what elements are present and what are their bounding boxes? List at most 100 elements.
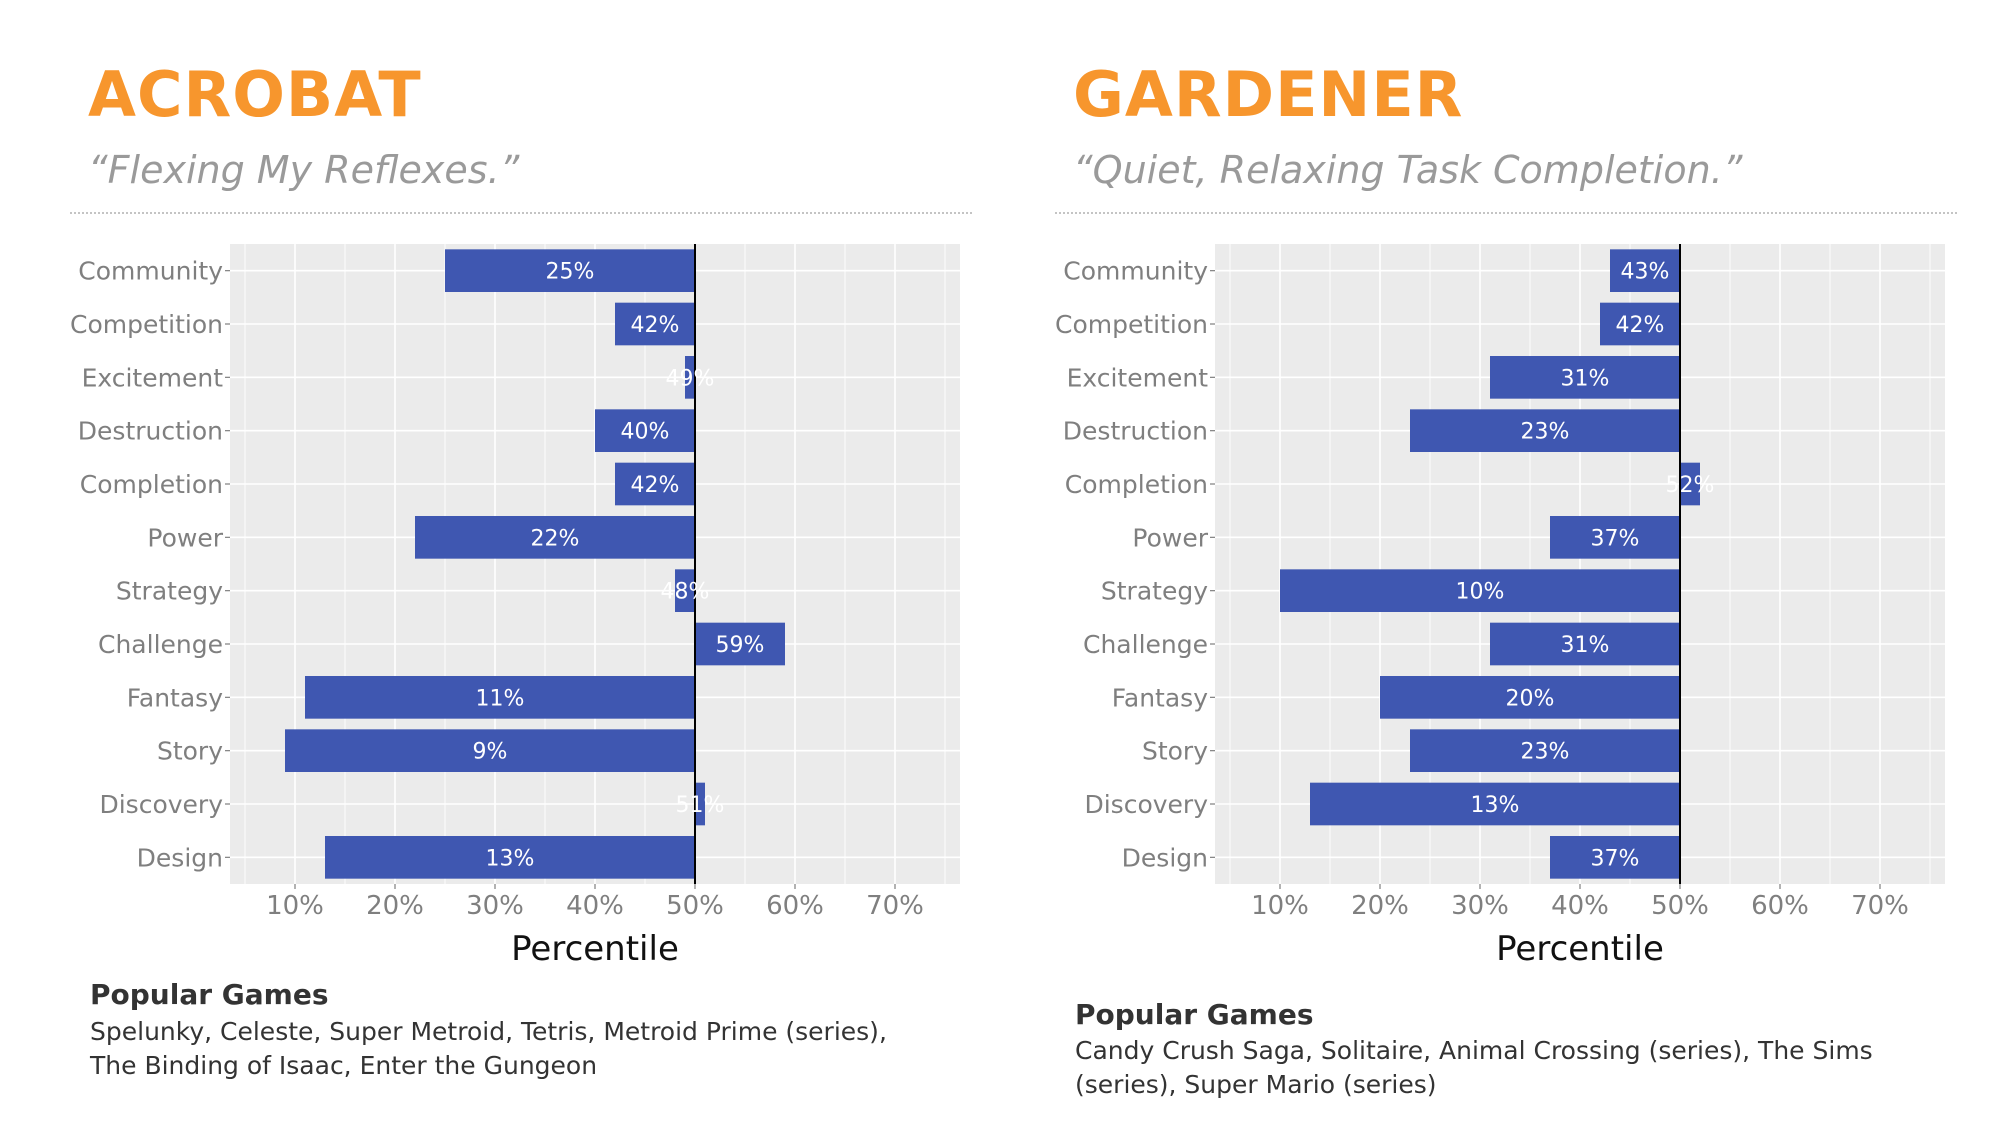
category-label: Design: [137, 843, 223, 872]
games-list: Candy Crush Saga, Solitaire, Animal Cros…: [1075, 1036, 1873, 1099]
x-tick-label: 40%: [1551, 891, 1609, 921]
data-label: 10%: [1456, 580, 1505, 605]
data-label: 40%: [621, 420, 670, 445]
bar-destruction: [595, 409, 695, 452]
data-label: 9%: [473, 740, 508, 765]
data-label: 59%: [716, 633, 765, 658]
category-label: Completion: [80, 470, 223, 499]
data-label: 13%: [1471, 793, 1520, 818]
divider: [1055, 212, 1957, 214]
bar-completion: [1680, 462, 1700, 506]
category-label: Destruction: [78, 417, 223, 446]
bar-power: [1550, 516, 1680, 559]
category-label: Power: [1132, 523, 1208, 552]
category-label: Story: [1142, 737, 1208, 766]
category-label: Community: [78, 257, 223, 286]
category-label: Excitement: [1067, 363, 1209, 392]
category-label: Fantasy: [1112, 683, 1208, 712]
bar-story: [1410, 729, 1680, 772]
data-label: 51%: [676, 793, 725, 818]
data-label: 13%: [486, 846, 535, 871]
x-tick-label: 70%: [1851, 891, 1909, 921]
bar-challenge: [1490, 622, 1680, 666]
category-label: Story: [157, 737, 223, 766]
bar-discovery: [695, 782, 705, 826]
bar-story: [285, 729, 695, 772]
category-label: Challenge: [1083, 630, 1208, 659]
bar-challenge: [695, 622, 785, 666]
panel-tagline: “Flexing My Reflexes.”: [88, 148, 520, 192]
bar-power: [415, 516, 695, 559]
bar-community: [445, 249, 695, 292]
bar-fantasy: [305, 676, 695, 719]
data-label: 52%: [1666, 473, 1715, 498]
data-label: 20%: [1506, 686, 1555, 711]
bar-fantasy: [1380, 676, 1680, 719]
category-label: Fantasy: [127, 683, 223, 712]
category-label: Strategy: [1101, 577, 1208, 606]
x-tick-label: 10%: [1251, 891, 1309, 921]
data-label: 42%: [1616, 313, 1665, 338]
gardener-panel: GARDENER “Quiet, Relaxing Task Completio…: [1055, 0, 2000, 1125]
category-label: Destruction: [1063, 417, 1208, 446]
bar-community: [1610, 249, 1680, 292]
games-heading: Popular Games: [1075, 998, 1314, 1031]
data-label: 37%: [1591, 846, 1640, 871]
data-label: 43%: [1621, 260, 1670, 285]
x-tick-label: 10%: [266, 891, 324, 921]
category-label: Discovery: [1084, 790, 1208, 819]
panel-title: GARDENER: [1073, 58, 1464, 131]
x-tick-label: 20%: [1351, 891, 1409, 921]
panel-tagline: “Quiet, Relaxing Task Completion.”: [1073, 148, 1743, 192]
x-axis-title: Percentile: [1496, 929, 1664, 969]
games-heading: Popular Games: [90, 978, 329, 1011]
category-label: Completion: [1065, 470, 1208, 499]
bar-strategy: [1280, 569, 1680, 612]
x-tick-label: 50%: [1651, 891, 1709, 921]
bar-destruction: [1410, 409, 1680, 452]
data-label: 42%: [631, 473, 680, 498]
x-tick-label: 40%: [566, 891, 624, 921]
games-list: Spelunky, Celeste, Super Metroid, Tetris…: [90, 1017, 887, 1080]
data-label: 23%: [1521, 420, 1570, 445]
bar-competition: [615, 302, 695, 346]
bar-design: [1550, 836, 1680, 879]
x-axis-title: Percentile: [511, 929, 679, 969]
acrobat-chart: 25% 42% 49% 40% 42% 22% 48% 59% 11% 9% 51% 13% Commu…: [70, 244, 960, 969]
data-label: 23%: [1521, 740, 1570, 765]
x-tick-label: 20%: [366, 891, 424, 921]
x-tick-label: 60%: [766, 891, 824, 921]
bar-excitement: [1490, 356, 1680, 399]
data-label: 22%: [531, 526, 580, 551]
category-label: Strategy: [116, 577, 223, 606]
x-tick-label: 50%: [666, 891, 724, 921]
panel-title: ACROBAT: [88, 58, 422, 131]
data-label: 31%: [1561, 633, 1610, 658]
x-tick-label: 60%: [1751, 891, 1809, 921]
x-tick-label: 30%: [1451, 891, 1509, 921]
category-label: Competition: [70, 310, 223, 339]
data-label: 49%: [666, 366, 715, 391]
category-label: Power: [147, 523, 223, 552]
bar-design: [325, 836, 695, 879]
data-label: 48%: [661, 580, 710, 605]
data-label: 25%: [546, 260, 595, 285]
category-label: Excitement: [82, 363, 224, 392]
category-label: Discovery: [99, 790, 223, 819]
data-label: 11%: [476, 686, 525, 711]
category-label: Design: [1122, 843, 1208, 872]
bar-completion: [615, 462, 695, 506]
acrobat-panel: ACROBAT “Flexing My Reflexes.” 25% 42% 49%…: [70, 0, 1030, 1125]
data-label: 31%: [1561, 366, 1610, 391]
data-label: 37%: [1591, 526, 1640, 551]
x-tick-label: 70%: [866, 891, 924, 921]
category-label: Challenge: [98, 630, 223, 659]
bar-discovery: [1310, 782, 1680, 826]
category-label: Competition: [1055, 310, 1208, 339]
category-label: Community: [1063, 257, 1208, 286]
bar-excitement: [685, 356, 695, 399]
bar-strategy: [675, 569, 695, 612]
x-tick-label: 30%: [466, 891, 524, 921]
bar-competition: [1600, 302, 1680, 346]
data-label: 42%: [631, 313, 680, 338]
